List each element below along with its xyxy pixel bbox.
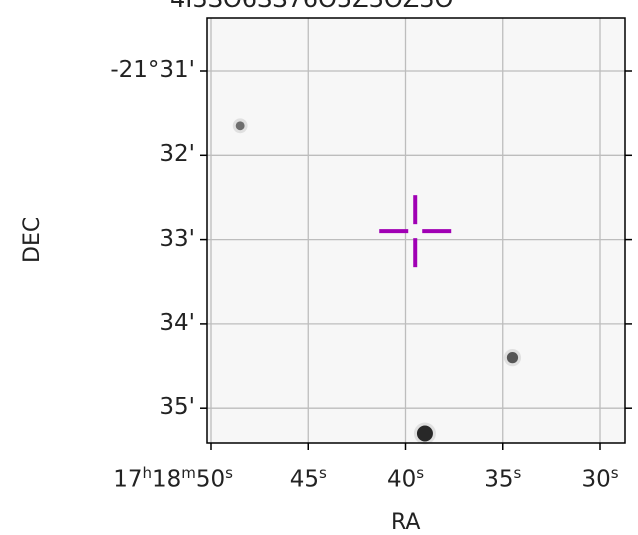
x-tick-label-3: 35s	[484, 464, 522, 493]
x-axis-label: RA	[391, 510, 421, 535]
star-0	[416, 425, 433, 442]
y-tick-label-4: 35'	[159, 394, 195, 421]
star-1	[506, 352, 519, 364]
y-tick-label-2: 33'	[159, 225, 195, 252]
x-tick-label-0: 17h18m50s	[113, 464, 233, 493]
y-axis-label: DEC	[20, 216, 45, 263]
star-2	[235, 121, 245, 131]
plot-title: 4I3SO6SS76O5Z3OZ3O	[170, 0, 453, 13]
y-tick-label-0: -21°31'	[110, 57, 195, 83]
y-tick-label-1: 32'	[159, 141, 195, 168]
sky-image	[207, 18, 625, 443]
x-tick-label-4: 30s	[581, 464, 619, 493]
plot-frame	[206, 17, 626, 444]
y-tick-label-3: 34'	[159, 309, 195, 336]
x-tick-label-2: 40s	[386, 464, 425, 493]
x-tick-label-1: 45s	[289, 464, 327, 493]
